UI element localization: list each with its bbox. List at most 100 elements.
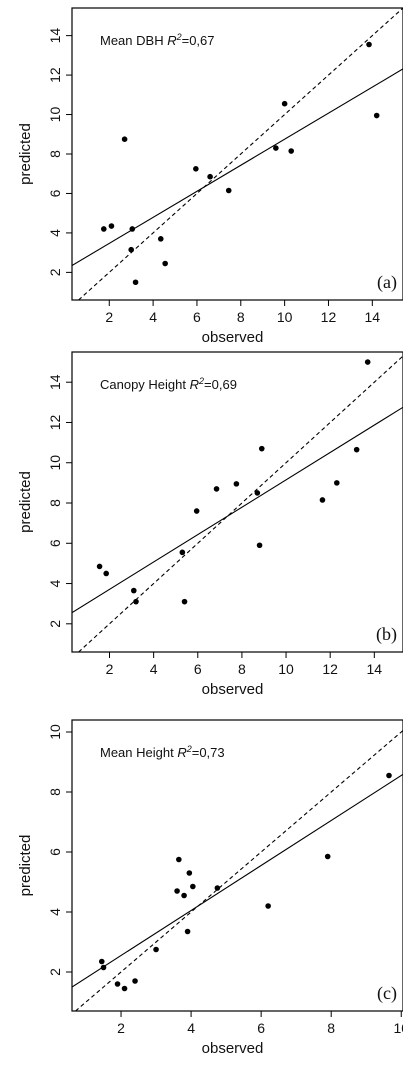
r2-symbol: R: [190, 377, 199, 392]
data-point: [130, 587, 137, 594]
annotation-name: Canopy Height: [100, 377, 190, 392]
x-tick-label: 8: [237, 309, 245, 325]
y-axis-label: predicted: [17, 123, 34, 185]
data-point: [181, 892, 187, 899]
one-to-one-line: [78, 355, 403, 652]
x-tick-label: 6: [193, 309, 201, 325]
x-axis-label: observed: [202, 329, 264, 346]
data-point: [153, 946, 159, 953]
data-point: [366, 41, 372, 48]
data-point: [174, 888, 180, 894]
data-point: [128, 246, 134, 253]
r2-value: =0,73: [192, 745, 225, 760]
data-point: [121, 985, 128, 992]
data-point: [334, 480, 340, 486]
y-tick-label: 2: [47, 268, 63, 276]
x-tick-label: 10: [393, 1020, 403, 1036]
regression-line: [72, 68, 403, 266]
y-tick-label: 10: [47, 724, 63, 740]
y-tick-label: 2: [47, 968, 63, 976]
data-point: [214, 885, 221, 891]
y-tick-label: 4: [47, 579, 63, 587]
data-point: [254, 490, 261, 496]
r2-annotation: Canopy Height R2=0,69: [100, 376, 237, 392]
data-point: [103, 570, 110, 577]
one-to-one-line: [75, 730, 403, 1011]
data-point: [225, 187, 232, 194]
x-tick-label: 2: [105, 309, 113, 325]
data-point: [186, 870, 193, 876]
x-axis-label: observed: [202, 681, 264, 698]
y-tick-label: 2: [47, 620, 63, 628]
y-tick-label: 12: [47, 67, 63, 83]
data-point: [353, 446, 360, 453]
y-tick-label: 10: [47, 107, 63, 123]
data-point: [179, 549, 186, 556]
r2-value: =0,69: [204, 377, 237, 392]
data-point: [193, 165, 199, 172]
plot-frame: [71, 719, 403, 1012]
r2-superscript: 2: [186, 744, 192, 754]
one-to-one-line: [78, 8, 403, 300]
y-tick-label: 14: [47, 28, 63, 44]
x-tick-label: 14: [367, 661, 383, 677]
data-point: [100, 226, 107, 232]
data-point: [256, 542, 263, 549]
data-point: [213, 486, 220, 492]
data-point: [233, 481, 240, 487]
data-point: [100, 964, 107, 971]
y-tick-label: 6: [47, 848, 63, 856]
x-tick-label: 6: [194, 661, 202, 677]
data-point: [121, 136, 128, 143]
data-point: [190, 883, 196, 890]
data-point: [207, 173, 213, 180]
x-tick-label: 4: [150, 661, 158, 677]
x-tick-label: 10: [278, 661, 294, 677]
y-tick-label: 6: [47, 189, 63, 197]
y-tick-label: 12: [47, 414, 63, 430]
data-point: [114, 981, 121, 987]
x-tick-label: 12: [322, 661, 338, 677]
annotation-name: Mean DBH: [100, 33, 167, 48]
y-tick-label: 4: [47, 908, 63, 916]
regression-line: [72, 773, 403, 988]
data-point: [108, 223, 115, 229]
y-tick-label: 8: [47, 150, 63, 158]
r2-annotation: Mean DBH R2=0,67: [100, 32, 215, 48]
x-tick-label: 14: [365, 309, 381, 325]
x-tick-label: 4: [187, 1020, 195, 1036]
panel-label: (a): [377, 272, 397, 293]
x-tick-label: 10: [277, 309, 293, 325]
data-point: [324, 853, 331, 860]
x-tick-label: 6: [257, 1020, 265, 1036]
y-tick-label: 8: [47, 788, 63, 796]
data-point: [98, 958, 105, 965]
x-axis-label: observed: [202, 1040, 264, 1057]
regression-line: [72, 406, 403, 614]
x-tick-label: 2: [106, 661, 114, 677]
r2-value: =0,67: [182, 33, 215, 48]
data-point: [386, 772, 392, 779]
annotation-name: Mean Height: [100, 745, 177, 760]
x-tick-label: 12: [321, 309, 337, 325]
data-point: [273, 145, 279, 151]
y-tick-label: 6: [47, 539, 63, 547]
data-point: [157, 236, 164, 242]
plot-frame: [71, 7, 403, 301]
data-point: [181, 598, 188, 605]
x-tick-label: 8: [238, 661, 246, 677]
data-point: [288, 148, 295, 154]
data-point: [265, 903, 271, 909]
data-point: [373, 112, 380, 119]
data-point: [281, 100, 288, 107]
scatter-panel-1: 2 4 6 8 10 12 14 2 4 6 8 10 12 14 observed predicted Mea…: [17, 7, 403, 346]
plot-frame: [71, 351, 403, 653]
r2-superscript: 2: [198, 376, 204, 386]
r2-symbol: R: [167, 33, 176, 48]
scatter-panel-2: 2 4 6 8 10 12 14 2 4 6 8 10 12 14 observed predicted Can…: [17, 351, 403, 698]
y-tick-label: 14: [47, 374, 63, 390]
x-tick-label: 4: [149, 309, 157, 325]
data-point: [133, 598, 139, 605]
panel-label: (c): [377, 983, 397, 1004]
